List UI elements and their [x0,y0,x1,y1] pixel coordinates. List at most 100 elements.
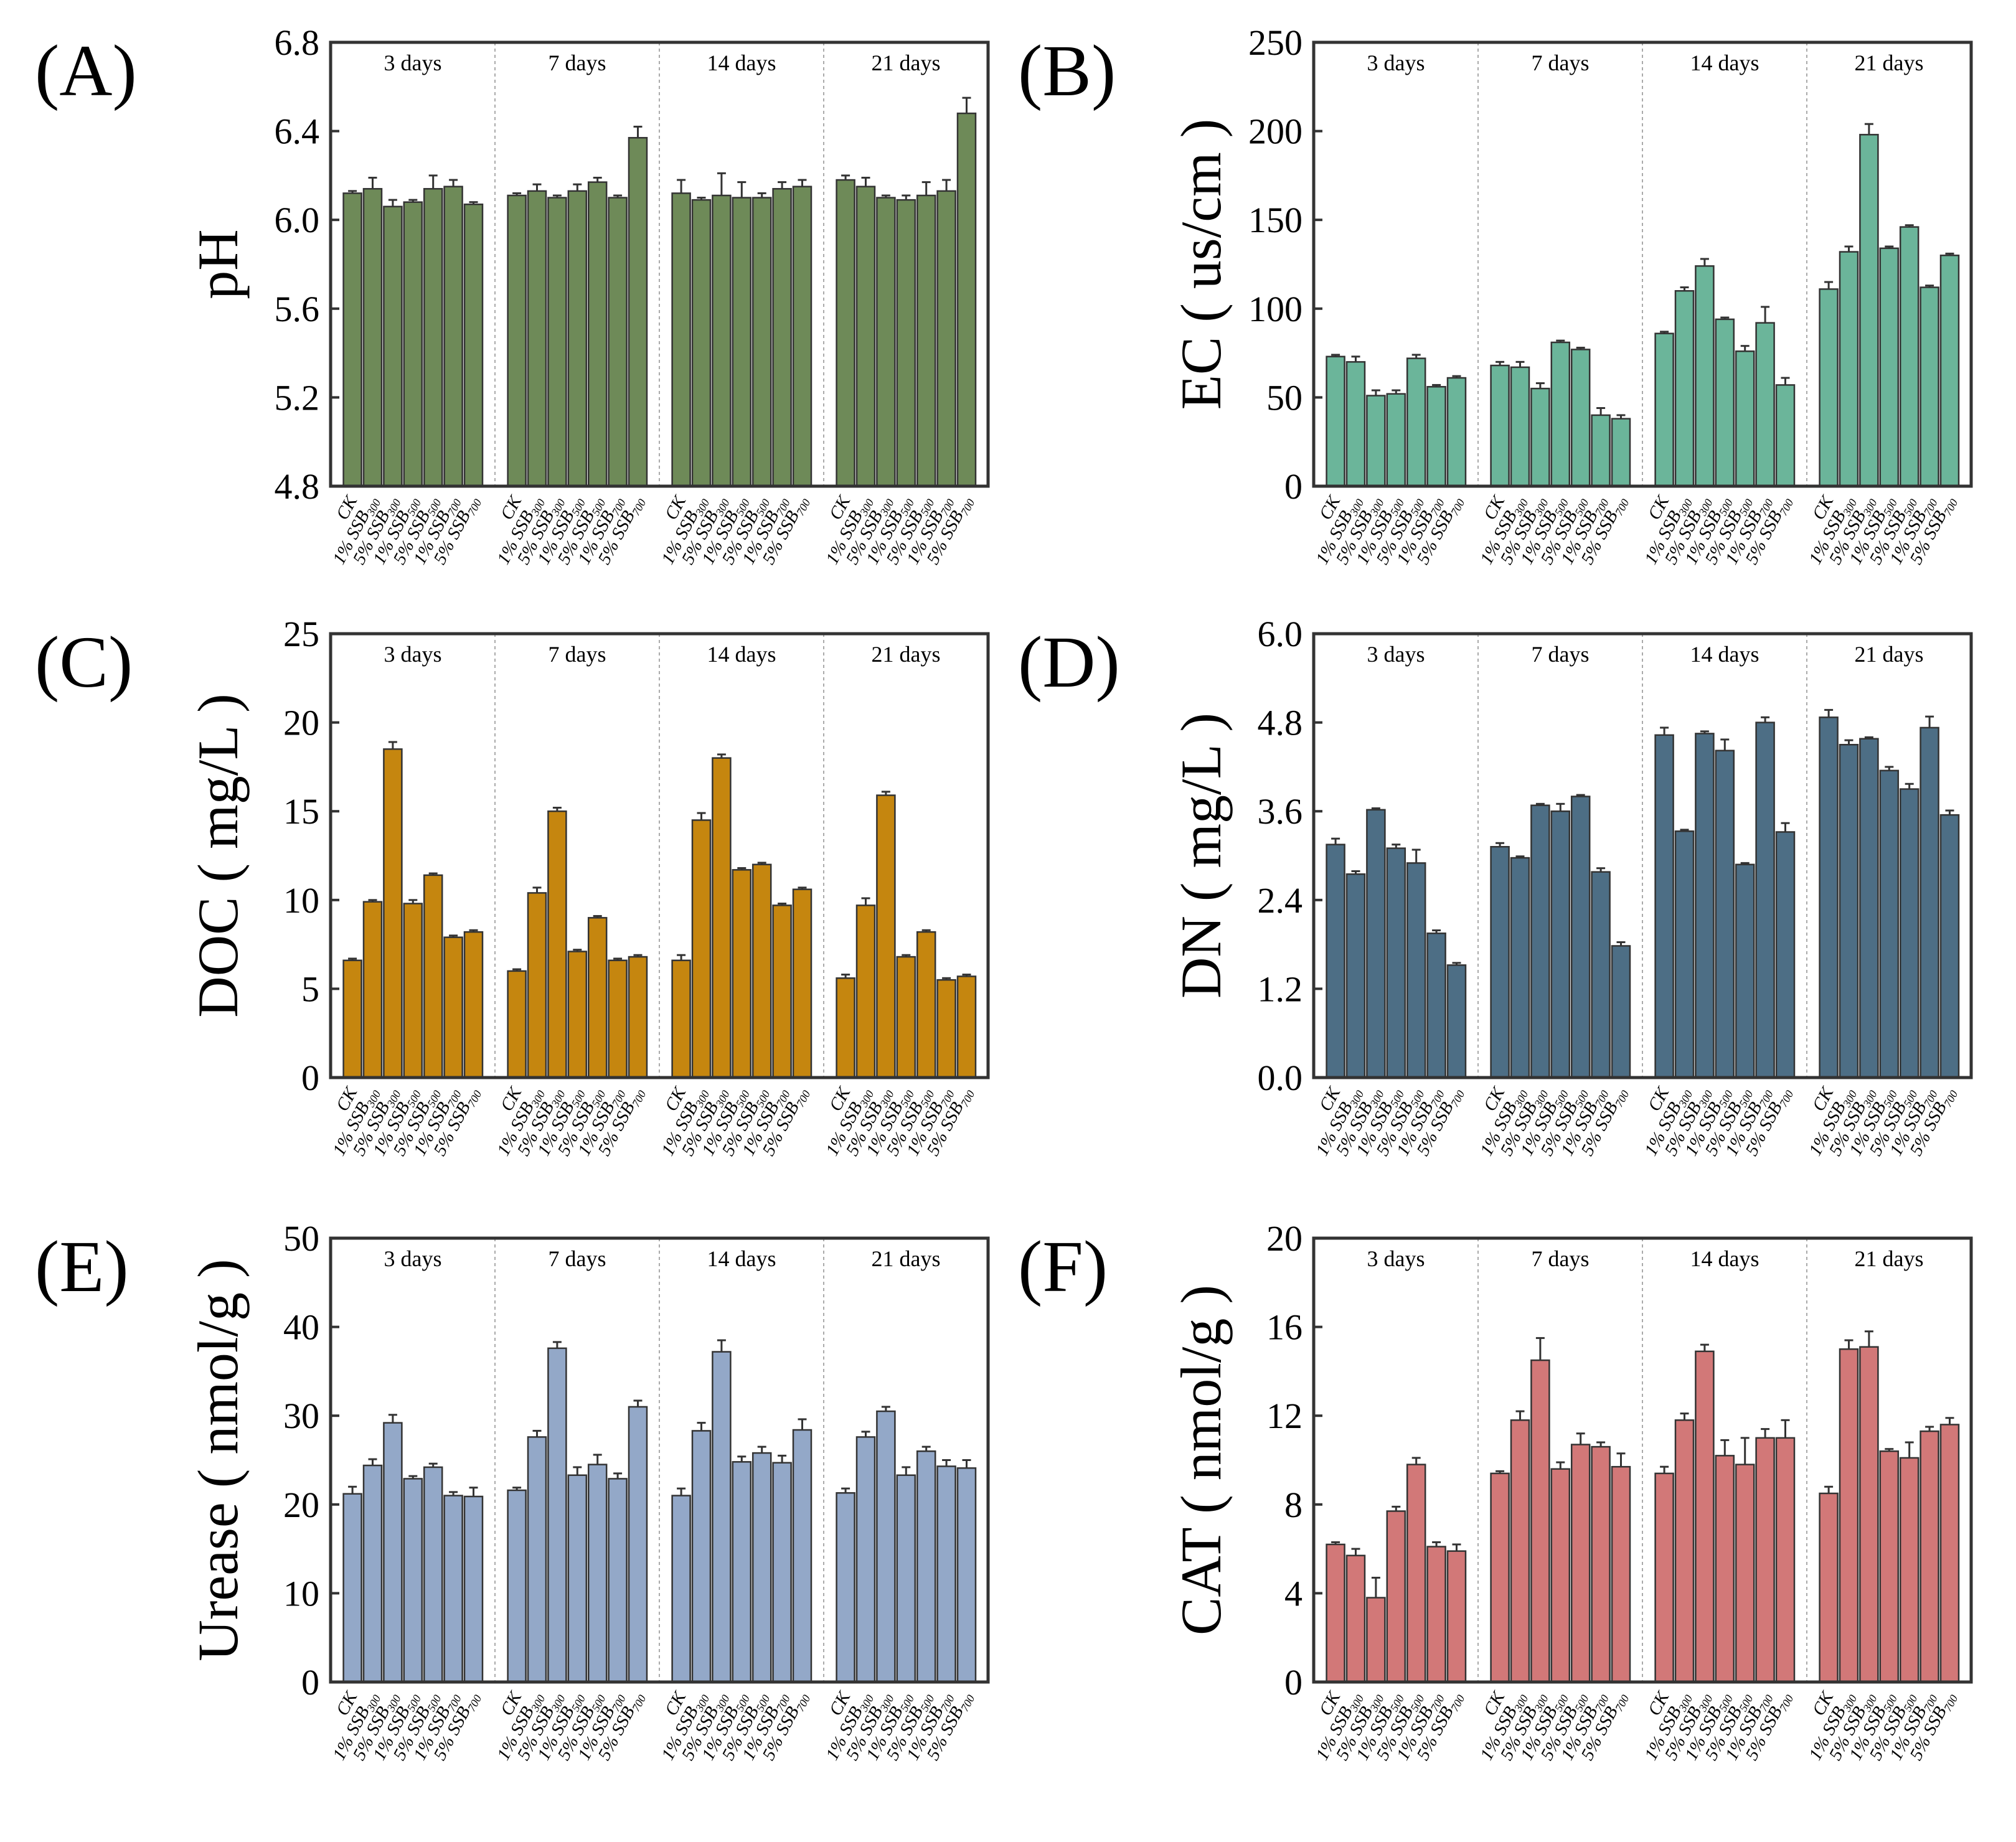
panel-letter: (D) [1018,621,1120,703]
y-tick-label: 6.8 [275,22,320,63]
bar [1510,1419,1530,1683]
y-tick-label: 50 [283,1218,319,1259]
bar [527,892,547,1079]
bar [463,203,484,487]
bar [1715,1455,1735,1683]
bar [403,903,423,1079]
bar [1839,1348,1859,1683]
y-tick-label: 15 [283,791,319,832]
group-label: 3 days [1367,642,1425,667]
group-label: 3 days [1367,50,1425,75]
bar [1654,734,1674,1079]
panel-letter: (E) [35,1226,129,1307]
group-label: 7 days [549,50,606,75]
bar [383,748,403,1079]
bar [527,1436,547,1683]
bar [712,757,732,1079]
bar [732,869,752,1079]
bar [527,190,547,487]
bar [383,1422,403,1683]
y-tick-label: 6.0 [275,200,320,240]
bar [1899,788,1919,1079]
bar [1879,769,1900,1079]
group-label: 14 days [1690,1246,1759,1271]
bar [772,905,792,1079]
bar [507,1489,527,1683]
bar [628,956,648,1079]
bar [443,936,463,1079]
bar [1490,845,1510,1079]
y-tick-label: 5.2 [275,377,320,418]
bar [362,901,383,1079]
y-tick-label: 100 [1248,289,1302,329]
bar [342,959,362,1079]
bar [1530,804,1550,1079]
bar [896,1474,916,1683]
bar [1446,1550,1467,1683]
bar [1859,134,1879,487]
bar [1654,332,1674,487]
y-tick-label: 200 [1248,111,1302,152]
bar [1550,810,1571,1079]
group-label: 21 days [1855,1246,1924,1271]
bar [1406,1464,1426,1683]
group-label: 14 days [707,642,776,667]
bar [628,137,648,487]
bar [1510,366,1530,487]
bar [1570,349,1591,487]
bar [1611,945,1631,1079]
bar [751,1452,772,1683]
bar [1755,1437,1775,1683]
bar [1775,831,1796,1079]
bar [712,194,732,487]
bar [1775,384,1796,487]
bar [1755,322,1775,487]
bar [1366,809,1386,1079]
y-tick-label: 4 [1284,1573,1302,1614]
y-tick-label: 20 [1266,1218,1302,1259]
bar [463,931,484,1079]
bar [1406,862,1426,1079]
panel-letter: (A) [35,30,137,111]
group-label: 3 days [1367,1246,1425,1271]
bar [1695,1350,1715,1683]
y-axis-label: CAT ( nmol/g ) [1169,1285,1233,1635]
bar [956,112,977,487]
bar [936,190,956,487]
group-label: 14 days [707,50,776,75]
bar [383,205,403,487]
bar [792,186,813,487]
bar [1345,873,1366,1079]
bar [671,959,691,1079]
bar [1839,251,1859,487]
bar [836,1492,855,1683]
bar [772,1462,792,1683]
y-tick-label: 30 [283,1396,319,1436]
bar [1715,749,1735,1079]
bar [1899,226,1919,487]
y-tick-label: 16 [1266,1307,1302,1348]
bar [1530,1359,1550,1683]
bar [836,977,855,1079]
bar [1570,796,1591,1079]
bar [732,197,752,487]
bar [1674,830,1695,1079]
bar [876,1410,896,1683]
group-label: 21 days [872,642,941,667]
bar [712,1351,732,1683]
bar [691,819,712,1079]
bar [956,975,977,1079]
bar [423,188,443,487]
bar [1345,361,1366,487]
group-label: 7 days [1532,642,1590,667]
group-label: 7 days [549,1246,606,1271]
bar [1426,933,1446,1079]
bar [1735,863,1755,1079]
group-label: 21 days [1855,50,1924,75]
y-tick-label: 0 [1284,466,1302,507]
y-axis-label: DN ( mg/L ) [1169,713,1233,999]
bar [628,1406,648,1683]
bar [876,794,896,1079]
